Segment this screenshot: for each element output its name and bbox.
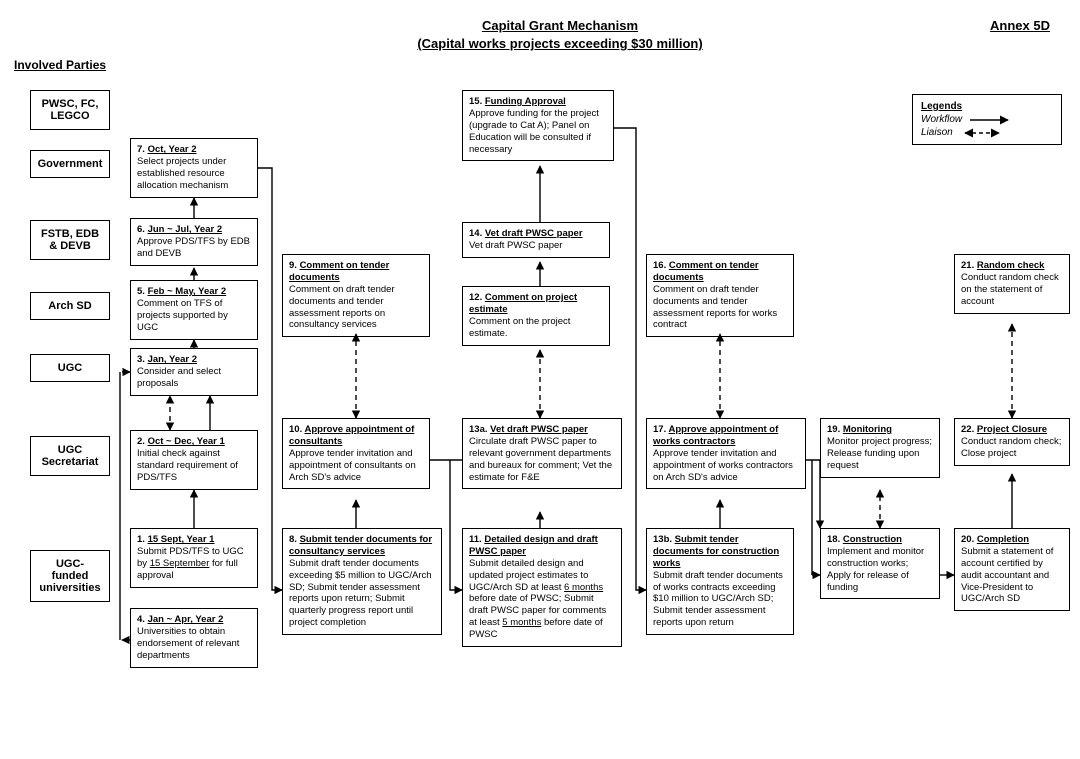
step-s19: 19. MonitoringMonitor project progress; … <box>820 418 940 478</box>
parties-label: Involved Parties <box>14 58 106 72</box>
step-s4: 4. Jan ~ Apr, Year 2Universities to obta… <box>130 608 258 668</box>
step-s5: 5. Feb ~ May, Year 2Comment on TFS of pr… <box>130 280 258 340</box>
step-s13a: 13a. Vet draft PWSC paperCirculate draft… <box>462 418 622 489</box>
step-s1: 1. 15 Sept, Year 1Submit PDS/TFS to UGC … <box>130 528 258 588</box>
party-fstb: FSTB, EDB & DEVB <box>30 220 110 260</box>
step-s16: 16. Comment on tender documentsComment o… <box>646 254 794 337</box>
step-s6: 6. Jun ~ Jul, Year 2Approve PDS/TFS by E… <box>130 218 258 266</box>
step-s18: 18. ConstructionImplement and monitor co… <box>820 528 940 599</box>
step-s9: 9. Comment on tender documentsComment on… <box>282 254 430 337</box>
step-s20: 20. CompletionSubmit a statement of acco… <box>954 528 1070 611</box>
page-title: Capital Grant Mechanism <box>410 18 710 33</box>
step-s17: 17. Approve appointment of works contrac… <box>646 418 806 489</box>
party-gov: Government <box>30 150 110 178</box>
party-ugcs: UGC Secretariat <box>30 436 110 476</box>
step-s3: 3. Jan, Year 2Consider and select propos… <box>130 348 258 396</box>
step-s22: 22. Project ClosureConduct random check;… <box>954 418 1070 466</box>
party-pwsc: PWSC, FC, LEGCO <box>30 90 110 130</box>
step-s15: 15. Funding ApprovalApprove funding for … <box>462 90 614 161</box>
step-s7: 7. Oct, Year 2Select projects under esta… <box>130 138 258 198</box>
step-s21: 21. Random checkConduct random check on … <box>954 254 1070 314</box>
legend-workflow: Workflow <box>921 114 1053 125</box>
step-s13b: 13b. Submit tender documents for constru… <box>646 528 794 635</box>
annex-label: Annex 5D <box>990 18 1050 33</box>
step-s11: 11. Detailed design and draft PWSC paper… <box>462 528 622 647</box>
page-subtitle: (Capital works projects exceeding $30 mi… <box>370 36 750 51</box>
step-s10: 10. Approve appointment of consultantsAp… <box>282 418 430 489</box>
step-s12: 12. Comment on project estimateComment o… <box>462 286 610 346</box>
legend: Legends Workflow Liaison <box>912 94 1062 145</box>
step-s2: 2. Oct ~ Dec, Year 1Initial check agains… <box>130 430 258 490</box>
legend-liaison: Liaison <box>921 127 1053 138</box>
party-arch: Arch SD <box>30 292 110 320</box>
legend-title: Legends <box>921 101 1053 112</box>
party-ugc: UGC <box>30 354 110 382</box>
step-s8: 8. Submit tender documents for consultan… <box>282 528 442 635</box>
party-uni: UGC-funded universities <box>30 550 110 602</box>
step-s14: 14. Vet draft PWSC paperVet draft PWSC p… <box>462 222 610 258</box>
